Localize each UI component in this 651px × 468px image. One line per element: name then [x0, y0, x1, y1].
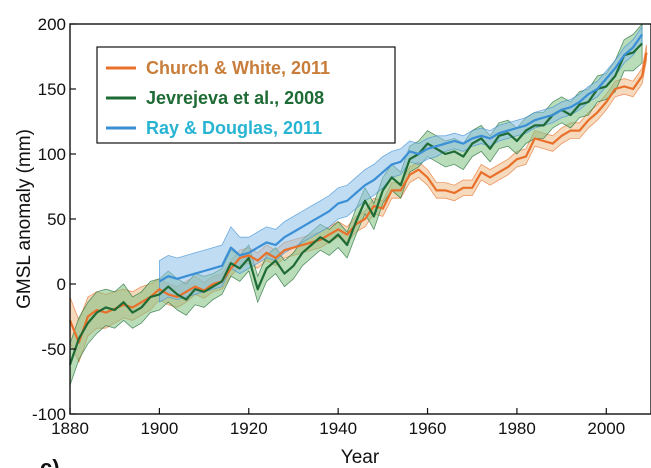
x-tick-label: 1900	[140, 419, 178, 438]
x-axis-title: Year	[341, 447, 380, 468]
series-lines	[68, 33, 648, 365]
x-tick-label: 1960	[409, 419, 447, 438]
line-ray-douglas-2011	[158, 33, 644, 283]
y-tick-label: 50	[47, 210, 66, 229]
legend-label-church-white-2011: Church & White, 2011	[146, 58, 330, 78]
legend: Church & White, 2011 Jevrejeva et al., 20…	[96, 46, 396, 144]
y-tick-label: 150	[38, 80, 66, 99]
legend-label-ray-douglas-2011: Ray & Douglas, 2011	[146, 118, 322, 138]
x-tick-label: 1880	[51, 419, 89, 438]
band-jevrejeva-et-al-2008	[69, 22, 643, 386]
legend-box	[96, 46, 396, 144]
x-tick-label: 2000	[587, 419, 625, 438]
legend-label-jevrejeva-et-al-2008: Jevrejeva et al., 2008	[146, 88, 324, 108]
x-axis-ticks: 1880 1900 1920 1940 1960 1980 2000	[51, 408, 625, 438]
y-axis-title: GMSL anomaly (mm)	[14, 129, 35, 309]
y-tick-label: -100	[32, 405, 66, 424]
y-tick-label: -50	[41, 340, 66, 359]
line-church-white-2011	[68, 52, 648, 344]
panel-label: c)	[40, 455, 60, 468]
y-tick-label: 100	[38, 145, 66, 164]
y-tick-label: 200	[38, 15, 66, 34]
line-jevrejeva-et-al-2008	[68, 42, 643, 365]
x-tick-label: 1940	[319, 419, 357, 438]
x-tick-label: 1920	[230, 419, 268, 438]
band-ray-douglas-2011	[158, 25, 643, 303]
y-axis-ticks: -100 -50 0 50 100 150 200	[32, 15, 76, 424]
y-tick-label: 0	[57, 275, 66, 294]
x-tick-label: 1980	[498, 419, 536, 438]
